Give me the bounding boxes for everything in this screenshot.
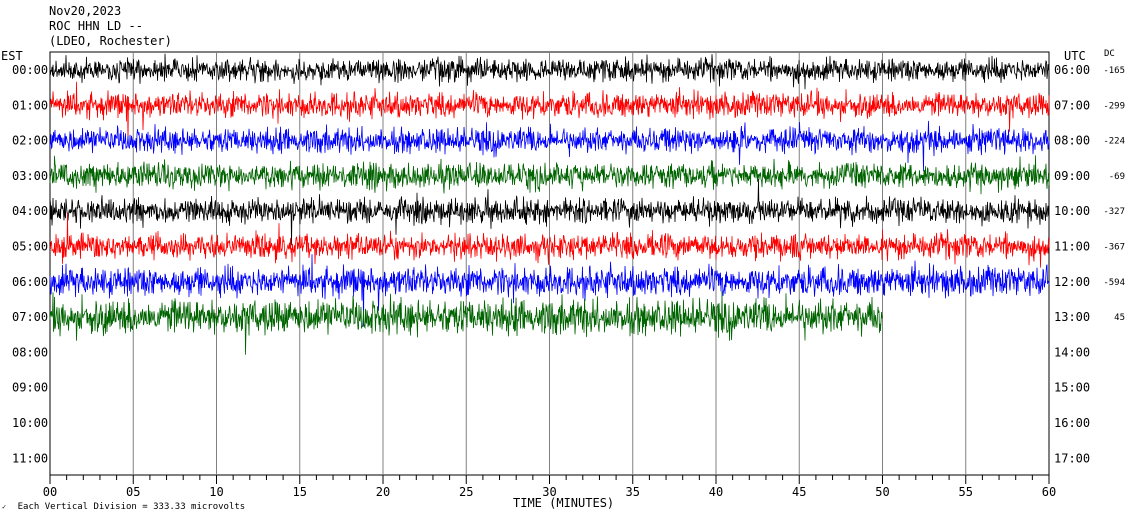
left-hour-label: 06:00 [12,275,48,289]
dc-value: -594 [1103,278,1125,288]
x-tick-label: 60 [1042,485,1056,499]
left-axis-label: EST [1,49,23,63]
x-tick-label: 50 [875,485,889,499]
dc-value: -327 [1103,207,1125,217]
x-tick-label: 10 [209,485,223,499]
trace-hour-0600 [49,254,1050,327]
trace-hour-0700 [49,290,883,355]
right-hour-label: 16:00 [1054,416,1090,430]
scale-note: ✓ Each Vertical Division = 333.33 microv… [2,502,245,512]
right-hour-label: 11:00 [1054,240,1090,254]
right-hour-label: 15:00 [1054,381,1090,395]
x-tick-label: 00 [43,485,57,499]
trace-hour-0400 [49,178,1050,246]
x-axis-label: TIME (MINUTES) [513,496,615,510]
trace-hour-0500 [49,213,1050,268]
right-hour-label: 14:00 [1054,345,1090,359]
right-hour-label: 09:00 [1054,169,1090,183]
dc-value: -224 [1103,137,1125,147]
x-tick-label: 05 [126,485,140,499]
header-date: Nov20,2023 [49,4,122,18]
dc-value: 45 [1114,313,1125,323]
x-tick-label: 20 [376,485,390,499]
x-tick-label: 25 [459,485,473,499]
right-hour-label: 08:00 [1054,134,1090,148]
trace-hour-0300 [49,155,1050,195]
left-hour-label: 10:00 [12,416,48,430]
right-hour-label: 06:00 [1054,63,1090,77]
left-hour-label: 09:00 [12,381,48,395]
x-tick-label: 35 [626,485,640,499]
trace-hour-0200 [49,120,1050,172]
left-hour-label: 01:00 [12,98,48,112]
x-tick-label: 45 [792,485,806,499]
dc-value: -299 [1103,101,1125,111]
left-hour-label: 03:00 [12,169,48,183]
trace-hour-0100 [49,81,1050,144]
scale-icon: ✓ [2,503,7,511]
left-hour-label: 08:00 [12,345,48,359]
right-hour-label: 10:00 [1054,204,1090,218]
left-hour-label: 02:00 [12,134,48,148]
dc-value: -367 [1103,243,1125,253]
left-hour-label: 04:00 [12,204,48,218]
trace-hour-0000 [49,53,1050,90]
left-hour-label: 07:00 [12,310,48,324]
left-hour-label: 00:00 [12,63,48,77]
dc-value: -165 [1103,66,1125,76]
dc-value: -69 [1109,172,1125,182]
right-hour-label: 17:00 [1054,451,1090,465]
dc-label: DC [1104,49,1115,59]
x-tick-label: 40 [709,485,723,499]
x-tick-label: 30 [542,485,556,499]
right-hour-label: 13:00 [1054,310,1090,324]
left-hour-label: 11:00 [12,451,48,465]
right-hour-label: 07:00 [1054,98,1090,112]
left-hour-label: 05:00 [12,240,48,254]
right-axis-label: UTC [1064,49,1086,63]
x-tick-label: 15 [293,485,307,499]
x-tick-label: 55 [959,485,973,499]
header-location: (LDEO, Rochester) [49,34,172,48]
right-hour-label: 12:00 [1054,275,1090,289]
header-station: ROC HHN LD -- [49,19,143,33]
scale-note-text: Each Vertical Division = 333.33 microvol… [17,502,246,512]
